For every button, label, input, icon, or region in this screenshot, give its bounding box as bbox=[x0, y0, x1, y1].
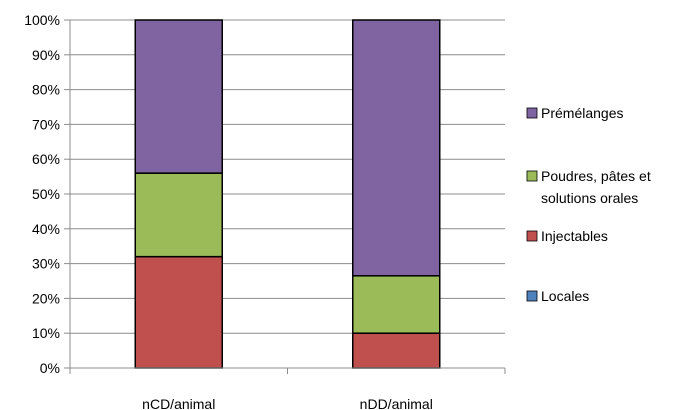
y-tick-label: 80% bbox=[32, 82, 60, 98]
y-tick-label: 40% bbox=[32, 221, 60, 237]
legend-swatch-1 bbox=[526, 230, 538, 242]
y-tick-label: 100% bbox=[24, 12, 60, 28]
legend-label: Locales bbox=[541, 288, 589, 304]
y-tick-labels: 0% 10% 20% 30% 40% 50% 60% 70% 80% 90% 100% bbox=[24, 12, 60, 376]
legend-label: solutions orales bbox=[541, 190, 638, 206]
legend: Prémélanges Poudres, pâtes et solutions or… bbox=[526, 105, 651, 304]
x-category-labels: nCD/animal nDD/animal bbox=[142, 396, 433, 410]
bar-segment-3-1 bbox=[352, 19, 441, 277]
y-tick-label: 0% bbox=[40, 360, 60, 376]
y-tick-label: 30% bbox=[32, 256, 60, 272]
y-tick-label: 10% bbox=[32, 325, 60, 341]
legend-swatch-0 bbox=[526, 290, 538, 302]
axes bbox=[64, 19, 506, 374]
bar-segment-1-0 bbox=[134, 255, 223, 369]
y-tick-label: 60% bbox=[32, 151, 60, 167]
bar-segment-3-0 bbox=[134, 19, 223, 174]
bar-segment-2-1 bbox=[352, 275, 441, 334]
bar-segment-1-1 bbox=[352, 332, 441, 369]
bar-segment-2-0 bbox=[134, 172, 223, 258]
legend-swatch-3 bbox=[526, 107, 538, 119]
y-tick-label: 90% bbox=[32, 47, 60, 63]
y-tick-label: 20% bbox=[32, 290, 60, 306]
legend-swatch-2 bbox=[526, 170, 538, 182]
y-tick-label: 50% bbox=[32, 186, 60, 202]
y-tick-label: 70% bbox=[32, 116, 60, 132]
legend-label: Prémélanges bbox=[541, 105, 624, 121]
x-category-label: nDD/animal bbox=[360, 396, 433, 410]
legend-label: Poudres, pâtes et bbox=[541, 168, 651, 184]
bar-stacks bbox=[134, 19, 441, 369]
x-category-label: nCD/animal bbox=[142, 396, 215, 410]
legend-label: Injectables bbox=[541, 228, 608, 244]
